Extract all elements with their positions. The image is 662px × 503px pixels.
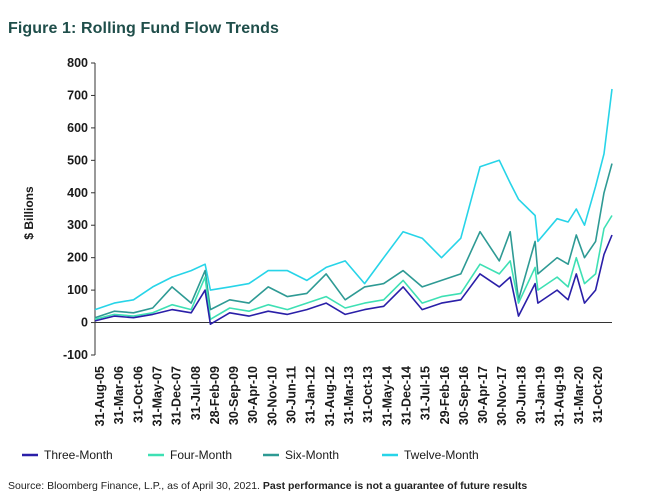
source-note: Source: Bloomberg Finance, L.P., as of A… [8,480,263,492]
x-tick-label: 31-Aug-19 [553,366,567,426]
x-tick-label: 31-Jan-12 [304,366,318,424]
chart-title: Figure 1: Rolling Fund Flow Trends [8,20,279,37]
x-tick-label: 31-May-14 [380,366,394,426]
y-axis: -100 0 100 200 300 400 500 600 700 800 [63,56,96,362]
x-tick-label: 30-Sep-09 [227,366,241,425]
y-axis-label: $ Billions [22,186,36,240]
x-tick-label: 30-Nov-17 [495,366,509,426]
y-tick-label: 300 [67,218,88,232]
footnote: Source: Bloomberg Finance, L.P., as of A… [8,480,527,492]
legend: Three-Month Four-Month Six-Month Twelve-Mon… [22,448,479,462]
x-tick-label: 30-Jun-11 [285,366,299,424]
series-line-three-month [94,234,613,326]
x-tick-label: 31-Jul-08 [189,366,203,420]
x-axis: 31-Aug-05 31-Mar-06 31-Oct-06 31-May-07 31-D… [93,322,612,426]
x-tick-label: 31-Mar-13 [342,366,356,424]
x-tick-label: 31-Jan-19 [534,366,548,424]
series-lines [94,88,613,326]
y-tick-label: 500 [67,153,88,167]
y-tick-label: 100 [67,283,88,297]
x-tick-label: 31-Oct-06 [131,366,145,423]
legend-item: Twelve-Month [382,448,479,462]
y-tick-label: -100 [63,348,88,362]
x-tick-label: 31-Oct-13 [361,366,375,423]
disclaimer: Past performance is not a guarantee of f… [262,480,528,492]
series-line-six-month [94,163,613,319]
x-tick-label: 30-Jun-18 [514,366,528,424]
legend-item: Three-Month [22,448,113,462]
series-line-twelve-month [94,88,613,311]
x-tick-label: 31-Aug-12 [323,366,337,426]
x-tick-label: 30-Apr-10 [246,366,260,424]
y-tick-label: 800 [67,56,88,70]
x-tick-label: 31-Jul-15 [419,366,433,420]
x-tick-label: 29-Feb-16 [438,366,452,424]
legend-label: Four-Month [170,448,232,462]
y-tick-label: 700 [67,88,88,102]
x-tick-label: 31-Mar-20 [572,366,586,424]
legend-label: Twelve-Month [404,448,479,462]
x-tick-label: 31-Mar-06 [112,366,126,424]
legend-label: Six-Month [285,448,339,462]
legend-item: Four-Month [148,448,232,462]
x-tick-label: 31-Dec-14 [399,366,413,425]
y-tick-label: 400 [67,186,88,200]
x-tick-label: 31-May-07 [150,366,164,426]
x-tick-label: 30-Nov-10 [265,366,279,426]
x-tick-label: 31-Aug-05 [93,366,107,426]
x-tick-label: 30-Sep-16 [457,366,471,425]
legend-item: Six-Month [263,448,339,462]
legend-label: Three-Month [44,448,113,462]
x-tick-label: 28-Feb-09 [208,366,222,424]
series-line-four-month [94,215,613,321]
x-tick-label: 31-Oct-20 [591,366,605,423]
x-tick-label: 31-Dec-07 [170,366,184,425]
y-tick-label: 600 [67,121,88,135]
y-tick-label: 0 [81,316,88,330]
y-tick-label: 200 [67,251,88,265]
x-tick-label: 30-Apr-17 [476,366,490,424]
